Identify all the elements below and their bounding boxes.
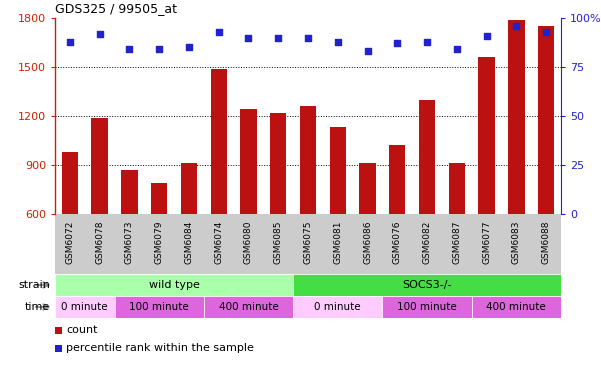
Text: 400 minute: 400 minute	[219, 302, 278, 312]
Bar	[389, 145, 406, 214]
Point	[65, 38, 75, 44]
Bar	[538, 26, 554, 214]
Text: count: count	[66, 325, 97, 335]
Bar	[210, 69, 227, 214]
Point	[482, 33, 492, 38]
Text: time: time	[25, 302, 50, 312]
Bar	[382, 296, 472, 318]
Text: 0 minute: 0 minute	[314, 302, 361, 312]
Bar	[293, 274, 561, 296]
Bar	[204, 296, 293, 318]
Point	[392, 41, 402, 46]
Text: strain: strain	[18, 280, 50, 290]
Bar	[115, 296, 204, 318]
Point	[423, 38, 432, 44]
Text: percentile rank within the sample: percentile rank within the sample	[66, 343, 254, 353]
Point	[452, 46, 462, 52]
Point	[363, 48, 373, 54]
Bar	[419, 100, 435, 214]
Text: 100 minute: 100 minute	[397, 302, 457, 312]
Bar	[55, 345, 62, 352]
Bar	[55, 274, 293, 296]
Text: 100 minute: 100 minute	[129, 302, 189, 312]
Bar	[55, 296, 115, 318]
Text: 0 minute: 0 minute	[61, 302, 108, 312]
Point	[124, 46, 134, 52]
Bar	[181, 163, 197, 214]
Bar	[240, 109, 257, 214]
Point	[184, 45, 194, 51]
Point	[542, 29, 551, 35]
Bar	[62, 152, 78, 214]
Text: wild type: wild type	[148, 280, 200, 290]
Point	[243, 35, 253, 41]
Text: GDS325 / 99505_at: GDS325 / 99505_at	[55, 3, 177, 15]
Point	[333, 38, 343, 44]
Point	[511, 23, 521, 29]
Text: 400 minute: 400 minute	[486, 302, 546, 312]
Point	[273, 35, 283, 41]
Point	[303, 35, 313, 41]
Bar	[293, 296, 382, 318]
Point	[95, 31, 105, 37]
Bar	[508, 20, 525, 214]
Bar	[300, 106, 316, 214]
Bar	[91, 117, 108, 214]
Bar	[472, 296, 561, 318]
Point	[214, 29, 224, 35]
Bar	[270, 113, 287, 214]
Point	[154, 46, 164, 52]
Bar	[359, 163, 376, 214]
Bar	[448, 163, 465, 214]
Text: SOCS3-/-: SOCS3-/-	[402, 280, 452, 290]
Bar	[151, 183, 167, 214]
Bar	[55, 327, 62, 334]
Bar	[478, 57, 495, 214]
Bar	[329, 127, 346, 214]
Bar	[121, 170, 138, 214]
